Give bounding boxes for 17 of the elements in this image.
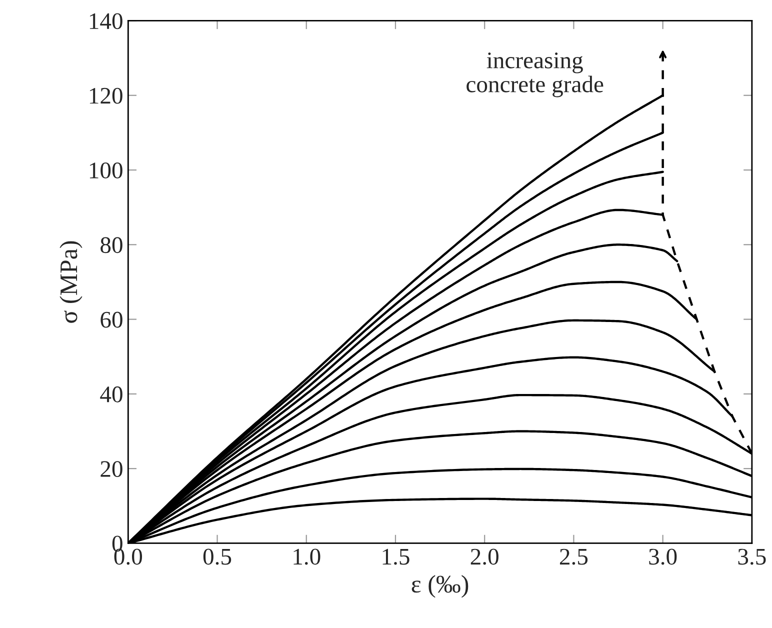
y-tick-label: 140	[90, 13, 122, 30]
y-tick-label: 60	[100, 312, 122, 328]
x-tick-label: 0.5	[203, 548, 232, 565]
y-tick-label: 80	[100, 237, 122, 254]
annotation: increasing concrete grade	[466, 52, 604, 98]
y-tick-label: 40	[100, 386, 122, 402]
x-tick-label: 3.0	[649, 548, 677, 565]
y-tick-label: 100	[90, 162, 122, 178]
x-tick-label: 2.0	[470, 548, 498, 565]
x-axis-title: ε (‰)	[412, 575, 468, 598]
x-tick-label: 1.0	[294, 548, 320, 565]
x-tick-label: 2.5	[560, 548, 588, 565]
y-axis-title: σ (MPa)	[60, 241, 82, 323]
x-tick-label: 3.5	[738, 548, 766, 565]
y-tick-label: 120	[90, 88, 122, 104]
y-tick-label: 20	[100, 461, 122, 477]
x-tick-label: 1.5	[382, 548, 410, 565]
